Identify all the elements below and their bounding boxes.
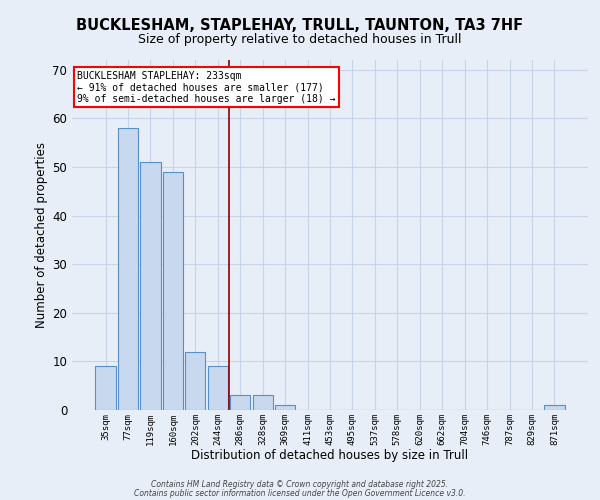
Bar: [185, 352, 205, 410]
Bar: [208, 366, 228, 410]
Text: Contains public sector information licensed under the Open Government Licence v3: Contains public sector information licen…: [134, 488, 466, 498]
Text: BUCKLESHAM, STAPLEHAY, TRULL, TAUNTON, TA3 7HF: BUCKLESHAM, STAPLEHAY, TRULL, TAUNTON, T…: [76, 18, 524, 32]
Y-axis label: Number of detached properties: Number of detached properties: [35, 142, 48, 328]
Bar: [140, 162, 161, 410]
Bar: [163, 172, 183, 410]
X-axis label: Distribution of detached houses by size in Trull: Distribution of detached houses by size …: [191, 449, 469, 462]
Bar: [118, 128, 138, 410]
Bar: [544, 405, 565, 410]
Bar: [230, 396, 250, 410]
Bar: [95, 366, 116, 410]
Text: Contains HM Land Registry data © Crown copyright and database right 2025.: Contains HM Land Registry data © Crown c…: [151, 480, 449, 489]
Text: Size of property relative to detached houses in Trull: Size of property relative to detached ho…: [138, 32, 462, 46]
Bar: [253, 396, 273, 410]
Text: BUCKLESHAM STAPLEHAY: 233sqm
← 91% of detached houses are smaller (177)
9% of se: BUCKLESHAM STAPLEHAY: 233sqm ← 91% of de…: [77, 70, 335, 104]
Bar: [275, 405, 295, 410]
